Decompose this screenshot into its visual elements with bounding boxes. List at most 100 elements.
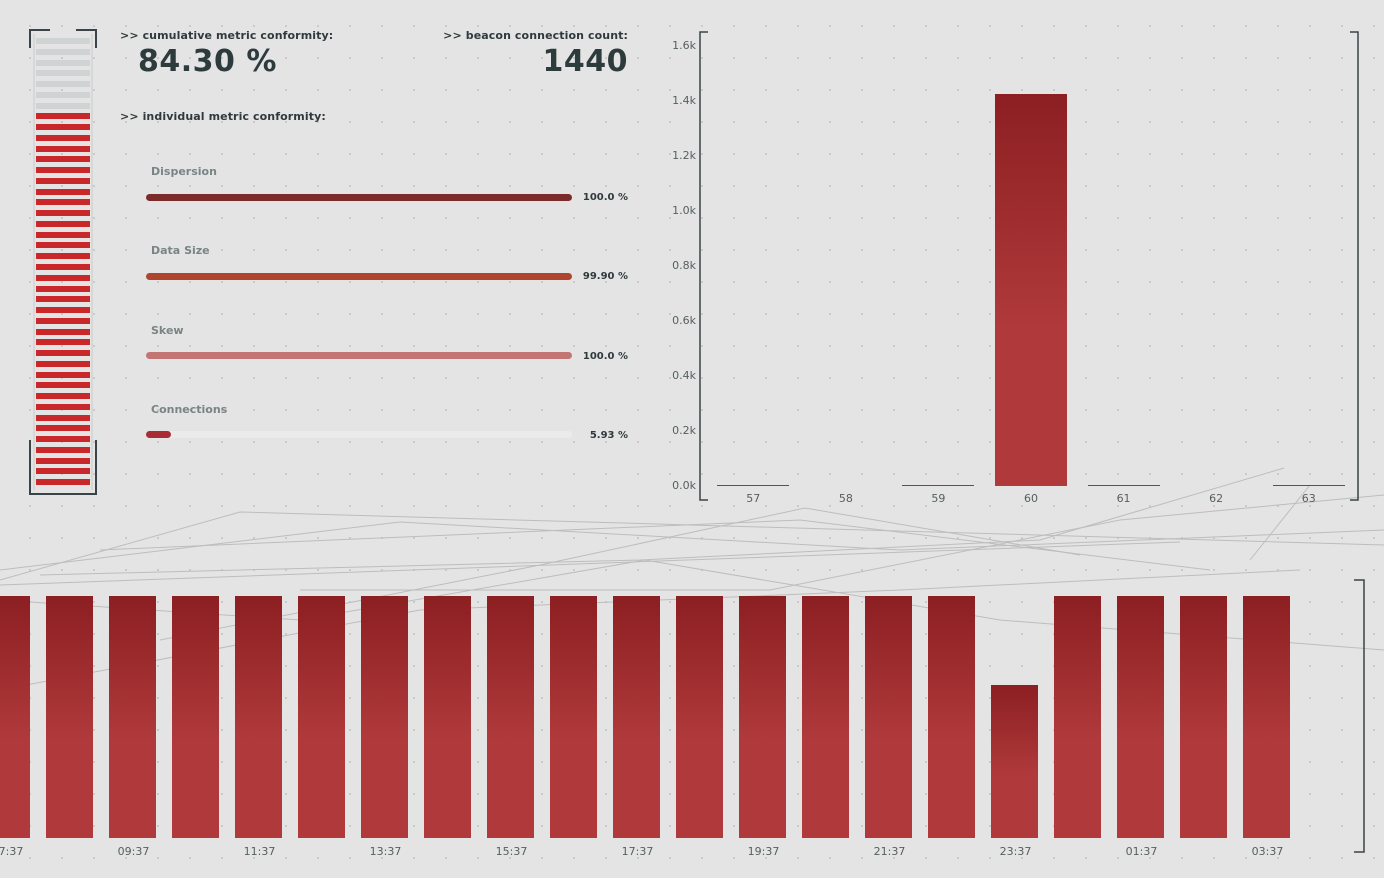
metric-value: 5.93 % xyxy=(589,430,628,441)
x-tick-label: 21:37 xyxy=(873,845,906,858)
bar[interactable] xyxy=(1243,596,1290,838)
bar[interactable] xyxy=(902,484,975,486)
metric-track xyxy=(146,273,572,280)
gauge-segment xyxy=(36,188,90,195)
metric-value: 99.90 % xyxy=(582,271,628,282)
metric-name: Data Size xyxy=(151,244,210,257)
bar[interactable] xyxy=(487,596,534,838)
gauge-segment xyxy=(36,403,90,410)
x-tick-label: 23:37 xyxy=(999,845,1032,858)
bar[interactable] xyxy=(1117,596,1164,838)
gauge-segment xyxy=(36,231,90,238)
bar[interactable] xyxy=(676,596,723,838)
x-tick-label: 57 xyxy=(746,492,761,505)
gauge-segment xyxy=(36,350,90,357)
metric-track xyxy=(146,352,572,359)
x-tick-label: 07:37 xyxy=(0,845,24,858)
gauge-segment xyxy=(36,425,90,432)
y-tick-label: 0.8k xyxy=(672,259,696,272)
gauge-segment xyxy=(36,199,90,206)
gauge-segment xyxy=(36,414,90,421)
y-tick-label: 1.2k xyxy=(672,149,696,162)
x-tick-label: 09:37 xyxy=(117,845,150,858)
bar[interactable] xyxy=(298,596,345,838)
metric-name: Dispersion xyxy=(151,165,217,178)
metric-track xyxy=(146,431,572,438)
gauge-segment xyxy=(36,274,90,281)
metric-name: Connections xyxy=(151,403,228,416)
gauge-segment xyxy=(36,210,90,217)
x-tick-label: 58 xyxy=(838,492,853,505)
gauge-segment xyxy=(36,134,90,141)
bar[interactable] xyxy=(361,596,408,838)
bar[interactable] xyxy=(424,596,471,838)
gauge-segment xyxy=(36,37,90,44)
y-tick-label: 1.4k xyxy=(672,94,696,107)
bar[interactable] xyxy=(109,596,156,838)
metric-fill xyxy=(146,194,572,201)
gauge-segment xyxy=(36,59,90,66)
gauge-segment xyxy=(36,81,90,88)
metric-value: 100.0 % xyxy=(582,351,628,362)
gauge-segment xyxy=(36,393,90,400)
gauge-segment xyxy=(36,177,90,184)
bar[interactable] xyxy=(613,596,660,838)
y-tick-label: 0.4k xyxy=(672,369,696,382)
bar[interactable] xyxy=(928,596,975,838)
bar[interactable] xyxy=(0,596,30,838)
bar[interactable] xyxy=(1180,596,1227,838)
bottom-chart-frame xyxy=(1354,579,1365,853)
y-tick-label: 1.6k xyxy=(672,39,696,52)
gauge-segment xyxy=(36,70,90,77)
bar[interactable] xyxy=(739,596,786,838)
bar[interactable] xyxy=(1272,484,1345,486)
gauge-segment xyxy=(36,307,90,314)
bar[interactable] xyxy=(235,596,282,838)
gauge-segment xyxy=(36,360,90,367)
bar[interactable] xyxy=(995,94,1067,486)
x-tick-label: 15:37 xyxy=(495,845,528,858)
bar[interactable] xyxy=(802,596,849,838)
gauge-segment xyxy=(36,124,90,131)
timeline-bar-chart: 07:37 09:37 11:37 13:37 15:37 17:37 19:37 21:37… xyxy=(0,580,1384,870)
x-tick-label: 61 xyxy=(1116,492,1131,505)
gauge-segment xyxy=(36,156,90,163)
bar[interactable] xyxy=(717,484,790,486)
bar[interactable] xyxy=(865,596,912,838)
bar[interactable] xyxy=(1087,484,1160,486)
x-tick-label: 17:37 xyxy=(621,845,654,858)
cumulative-conformity-label: >> cumulative metric conformity: xyxy=(120,29,334,42)
y-tick-label: 0.6k xyxy=(672,314,696,327)
bar[interactable] xyxy=(991,684,1038,838)
gauge-segment xyxy=(36,91,90,98)
gauge-segment xyxy=(36,285,90,292)
gauge-segment xyxy=(36,317,90,324)
metric-track xyxy=(146,194,572,201)
gauge-segment xyxy=(36,113,90,120)
x-tick-label: 01:37 xyxy=(1125,845,1158,858)
gauge-segment xyxy=(36,382,90,389)
gauge-segment xyxy=(36,436,90,443)
metric-name: Skew xyxy=(151,324,184,337)
x-tick-label: 60 xyxy=(1024,492,1038,505)
metric-fill xyxy=(146,352,572,359)
x-tick-label: 62 xyxy=(1209,492,1224,505)
top-chart-frame xyxy=(699,31,1359,501)
gauge-segment xyxy=(36,457,90,464)
y-tick-label: 0.2k xyxy=(672,424,696,437)
gauge-segment xyxy=(36,220,90,227)
bar[interactable] xyxy=(46,596,93,838)
x-tick-label: 19:37 xyxy=(747,845,780,858)
gauge-segment xyxy=(36,446,90,453)
metric-value: 100.0 % xyxy=(582,192,628,203)
gauge-segment xyxy=(36,339,90,346)
x-tick-label: 13:37 xyxy=(369,845,402,858)
bar[interactable] xyxy=(1054,596,1101,838)
gauge-segment xyxy=(36,145,90,152)
bar[interactable] xyxy=(550,596,597,838)
gauge-segment xyxy=(36,296,90,303)
beacon-count-value: 1440 xyxy=(542,44,628,79)
bar[interactable] xyxy=(172,596,219,838)
cumulative-conformity-value: 84.30 % xyxy=(138,44,277,79)
y-tick-label: 0.0k xyxy=(672,479,696,492)
